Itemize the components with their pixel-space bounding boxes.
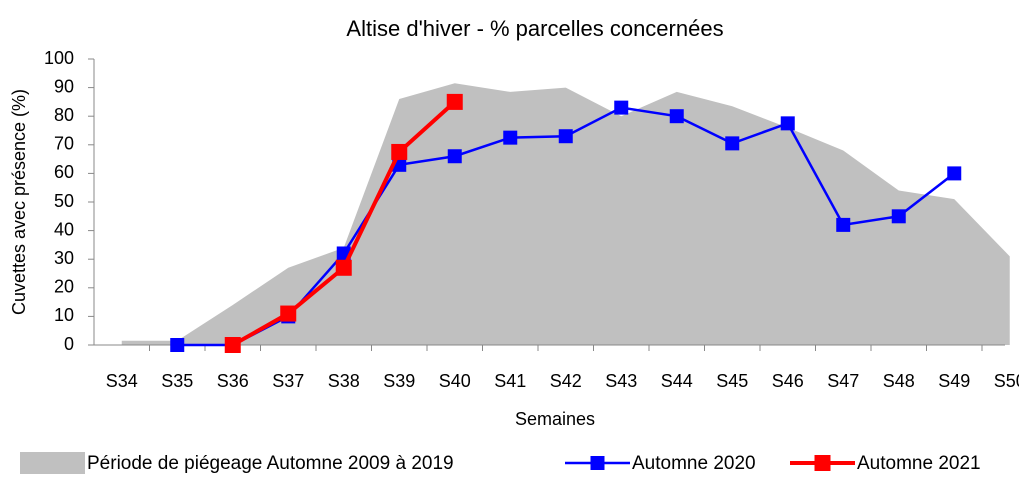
marker	[836, 218, 850, 232]
chart-title: Altise d'hiver - % parcelles concernées	[346, 16, 723, 41]
legend-marker	[591, 456, 605, 470]
marker	[448, 149, 462, 163]
x-tick-label: S43	[605, 371, 637, 391]
x-axis-label: Semaines	[515, 409, 595, 429]
marker	[447, 94, 463, 110]
x-tick-label: S50	[994, 371, 1019, 391]
marker	[170, 338, 184, 352]
marker	[336, 260, 352, 276]
x-tick-label: S45	[716, 371, 748, 391]
y-tick-label: 40	[54, 219, 74, 239]
marker	[781, 116, 795, 130]
marker	[503, 131, 517, 145]
x-tick-label: S40	[439, 371, 471, 391]
x-tick-label: S46	[772, 371, 804, 391]
y-tick-label: 10	[54, 305, 74, 325]
y-tick-label: 60	[54, 162, 74, 182]
x-tick-label: S41	[494, 371, 526, 391]
legend-swatch	[20, 452, 85, 474]
y-tick-label: 50	[54, 191, 74, 211]
x-tick-label: S37	[272, 371, 304, 391]
marker	[670, 109, 684, 123]
y-tick-label: 80	[54, 105, 74, 125]
marker	[225, 337, 241, 353]
x-tick-label: S34	[106, 371, 138, 391]
y-tick-label: 90	[54, 76, 74, 96]
x-tick-label: S39	[383, 371, 415, 391]
y-tick-label: 0	[64, 334, 74, 354]
legend-label: Automne 2020	[632, 453, 756, 474]
marker	[892, 209, 906, 223]
x-tick-label: S35	[161, 371, 193, 391]
y-tick-label: 100	[44, 48, 74, 68]
y-axis-label: Cuvettes avec présence (%)	[9, 89, 29, 315]
chart: Altise d'hiver - % parcelles concernées …	[0, 0, 1019, 477]
marker	[559, 129, 573, 143]
area	[122, 83, 1010, 345]
x-tick-label: S49	[938, 371, 970, 391]
x-tick-label: S48	[883, 371, 915, 391]
legend-marker	[815, 455, 831, 471]
marker	[725, 136, 739, 150]
marker	[947, 166, 961, 180]
y-tick-label: 70	[54, 134, 74, 154]
marker	[280, 306, 296, 322]
x-tick-label: S42	[550, 371, 582, 391]
marker	[614, 101, 628, 115]
x-tick-label: S38	[328, 371, 360, 391]
x-tick-label: S44	[661, 371, 693, 391]
y-tick-label: 20	[54, 277, 74, 297]
legend-label: Automne 2021	[857, 453, 981, 474]
marker	[391, 144, 407, 160]
legend-label: Période de piégeage Automne 2009 à 2019	[87, 453, 454, 474]
x-tick-label: S47	[827, 371, 859, 391]
x-tick-label: S36	[217, 371, 249, 391]
y-tick-label: 30	[54, 248, 74, 268]
